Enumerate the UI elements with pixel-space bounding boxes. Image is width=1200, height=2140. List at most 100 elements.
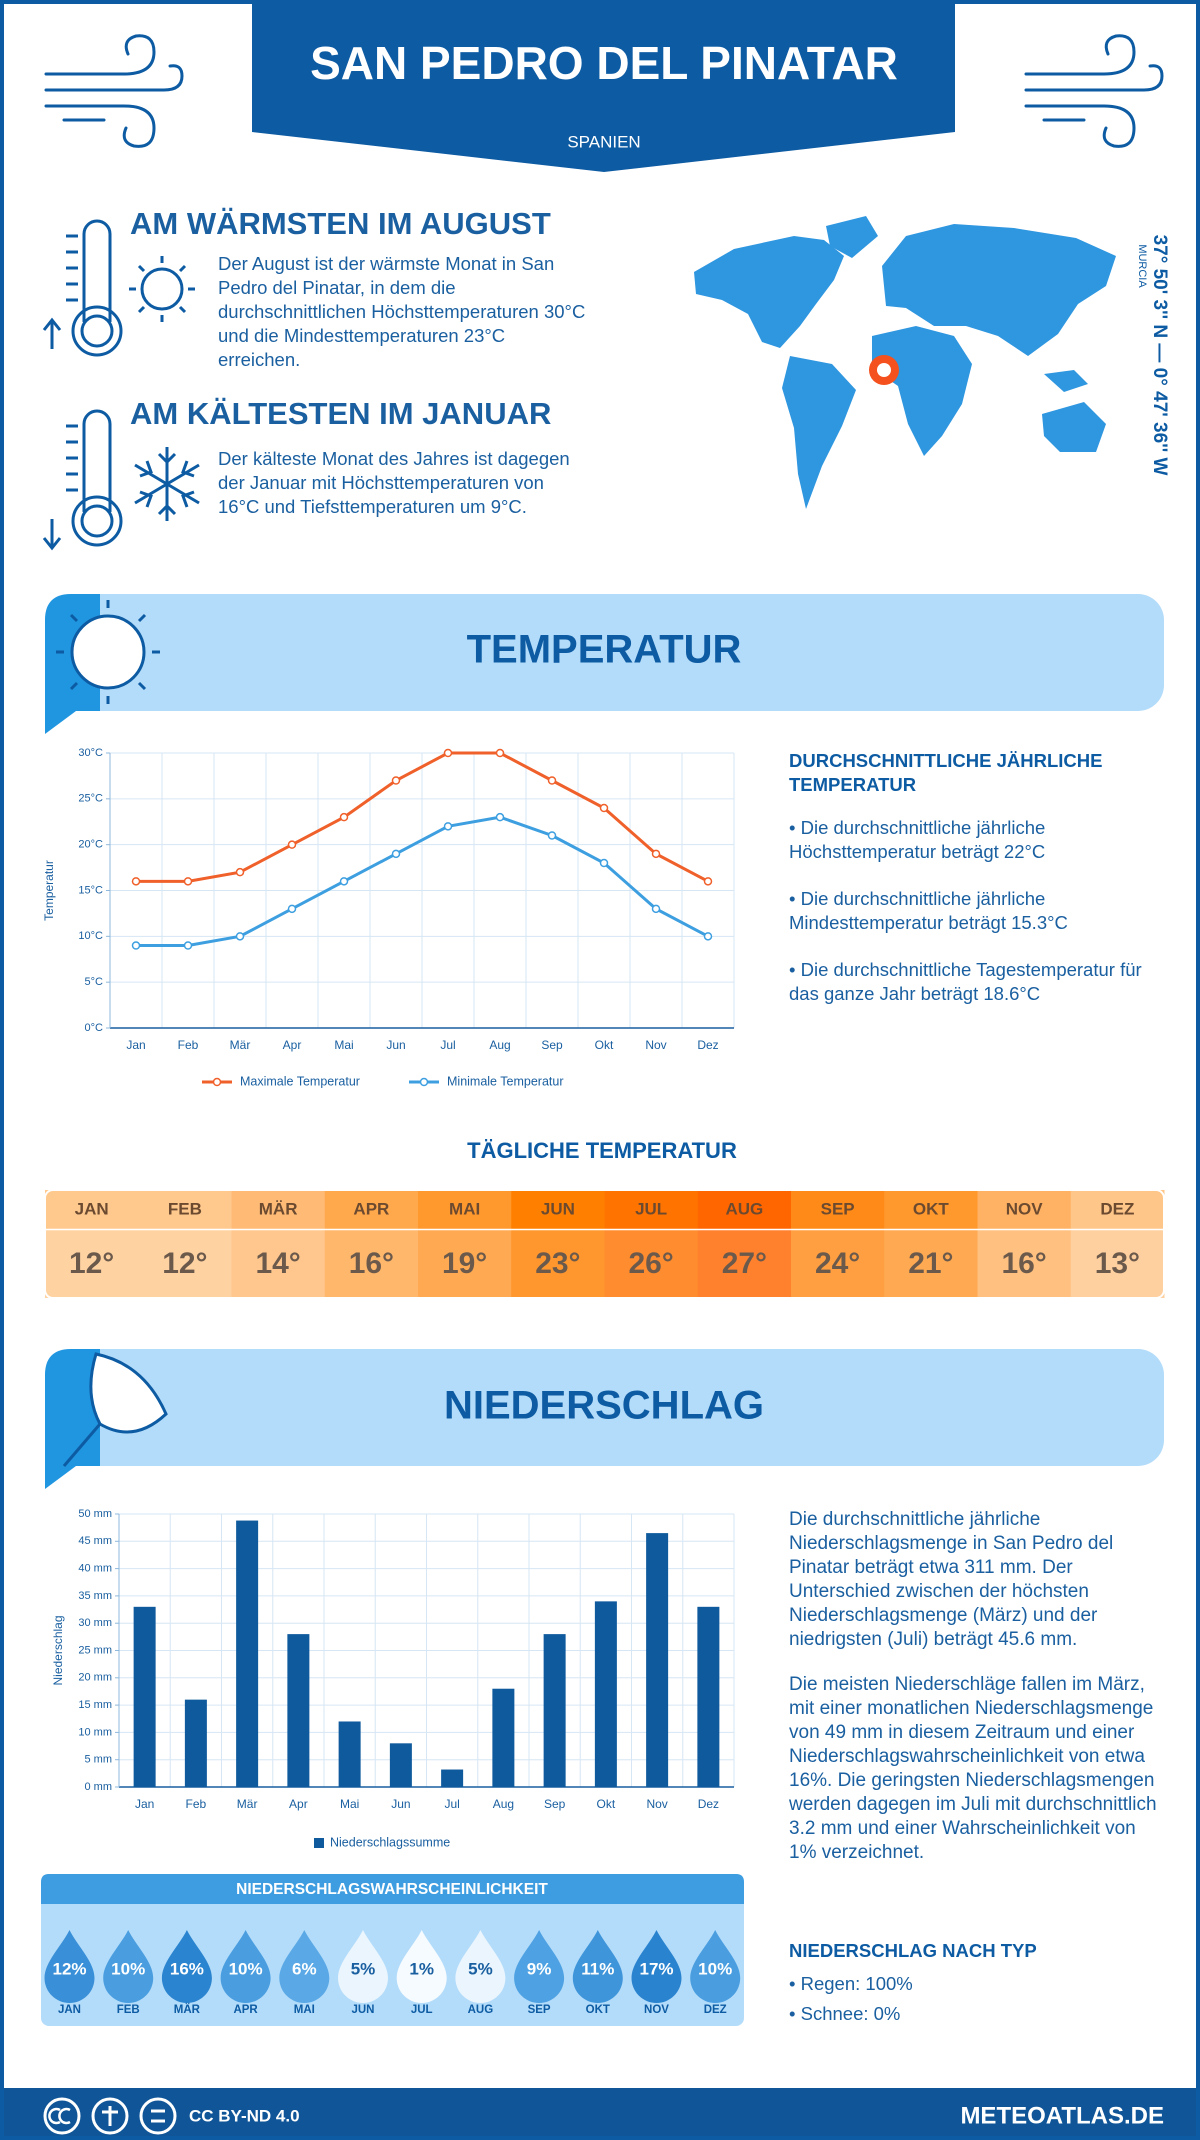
month-cell: [604, 1190, 699, 1229]
x-tick-label: Mär: [230, 1038, 251, 1052]
footer-band: [102, 2106, 165, 2126]
probability-value: 16%: [170, 1959, 204, 1978]
rain-drop: [338, 1930, 388, 2003]
month-cell: [418, 1190, 512, 1229]
probability-month: JUL: [411, 2004, 433, 2016]
x-tick-label: Dez: [698, 1797, 719, 1811]
data-point: [287, 840, 297, 849]
data-point: [495, 748, 505, 758]
page-title: SAN PEDRO DEL PINATAR: [310, 37, 898, 89]
value-cell: [697, 1230, 792, 1298]
x-tick-label: Apr: [289, 1797, 308, 1811]
month-cell: [511, 1190, 605, 1229]
x-tick-label: Jan: [135, 1797, 154, 1811]
probability-value: 11%: [581, 1959, 614, 1978]
probability-month: NOV: [644, 2004, 669, 2016]
x-tick-label: Aug: [489, 1038, 510, 1052]
bar: [389, 1743, 412, 1787]
month-label: NOV: [1006, 1199, 1044, 1218]
x-tick-label: Okt: [595, 1038, 614, 1052]
value-cell: [1070, 1230, 1165, 1298]
world-map: [877, 363, 891, 377]
wind-icon: [1024, 104, 1136, 148]
data-point: [495, 812, 505, 822]
temperature-value: 27°: [722, 1247, 767, 1280]
value-cell: [231, 1230, 326, 1298]
summary-bullet: • Schnee: 0%: [789, 2003, 901, 2024]
probability-value: 5%: [351, 1959, 376, 1978]
thermometer-icon: [80, 314, 114, 348]
bar: [338, 1721, 361, 1787]
data-point: [391, 776, 401, 785]
bar: [184, 1699, 207, 1787]
probability-value: 10%: [229, 1959, 263, 1978]
temperature-value: 12°: [69, 1247, 114, 1280]
x-tick-label: Jul: [444, 1797, 459, 1811]
rain-drop: [279, 1930, 330, 2003]
bar: [646, 1533, 669, 1787]
precipitation-banner: [45, 1349, 100, 1466]
probability-month: FEB: [117, 2004, 140, 2016]
legend-label: Minimale Temperatur: [447, 1074, 563, 1088]
probability-value: 12%: [52, 1959, 86, 1978]
y-axis-label: Niederschlag: [51, 1615, 65, 1685]
value-cell: [138, 1230, 232, 1298]
y-tick-label: 5°C: [85, 976, 104, 988]
month-label: SEP: [821, 1199, 855, 1218]
data-point: [235, 932, 245, 941]
footer-band: [48, 2107, 71, 2125]
probability-value: 17%: [639, 1959, 673, 1978]
y-tick-label: 20 mm: [78, 1672, 112, 1684]
value-cell-tint: [1070, 1230, 1165, 1298]
y-tick-label: 5 mm: [85, 1754, 113, 1766]
header-banner: [252, 4, 955, 172]
highlight-text: Der August ist der wärmste Monat in San …: [218, 253, 586, 370]
world-map: [1044, 370, 1088, 392]
month-label: APR: [353, 1199, 389, 1218]
world-map: [694, 236, 844, 348]
data-point: [339, 812, 349, 822]
section-title: NIEDERSCHLAG: [444, 1384, 764, 1428]
bar: [441, 1769, 464, 1787]
y-tick-label: 35 mm: [78, 1590, 112, 1602]
month-cell: [45, 1190, 139, 1229]
bar: [236, 1520, 259, 1787]
probability-month: MAI: [294, 2004, 315, 2016]
thermometer-icon: [82, 409, 112, 512]
x-tick-label: Mai: [334, 1038, 353, 1052]
temperature-value: 19°: [442, 1247, 487, 1280]
y-tick-label: 25°C: [78, 793, 103, 805]
summary-bullet: • Die durchschnittliche Tagestemperatur …: [789, 959, 1142, 1004]
y-tick-label: 40 mm: [78, 1563, 112, 1575]
bar: [697, 1606, 720, 1787]
thermometer-icon: [66, 424, 78, 492]
highlight-heading: AM WÄRMSTEN IM AUGUST: [130, 206, 551, 241]
probability-month: JUN: [351, 2004, 374, 2016]
y-tick-label: 45 mm: [78, 1535, 112, 1547]
month-cell: [791, 1190, 885, 1229]
temperature-banner: [45, 711, 76, 734]
value-cell-tint: [45, 1230, 139, 1298]
summary-bullet: • Die durchschnittliche jährliche Mindes…: [789, 888, 1068, 933]
temperature-value: 24°: [815, 1247, 860, 1280]
rain-drop: [690, 1930, 741, 2003]
rain-drop: [631, 1930, 682, 2003]
probability-value: 6%: [292, 1959, 317, 1978]
x-tick-label: Jun: [386, 1038, 405, 1052]
month-cell: [324, 1190, 419, 1229]
thermometer-icon: [66, 234, 78, 302]
wind-icon: [44, 34, 156, 76]
legend-label: Niederschlagssumme: [330, 1835, 450, 1849]
month-label: OKT: [913, 1199, 950, 1218]
y-tick-label: 25 mm: [78, 1644, 112, 1656]
snowflake-icon: [139, 452, 195, 516]
probability-month: AUG: [468, 2004, 494, 2016]
probability-value: 5%: [468, 1959, 493, 1978]
month-label: MAI: [449, 1199, 480, 1218]
value-cell-tint: [697, 1230, 792, 1298]
data-point: [443, 748, 453, 758]
probability-month: JAN: [58, 2004, 81, 2016]
rain-drop: [514, 1930, 565, 2003]
highlight-heading: AM KÄLTESTEN IM JANUAR: [130, 396, 552, 431]
